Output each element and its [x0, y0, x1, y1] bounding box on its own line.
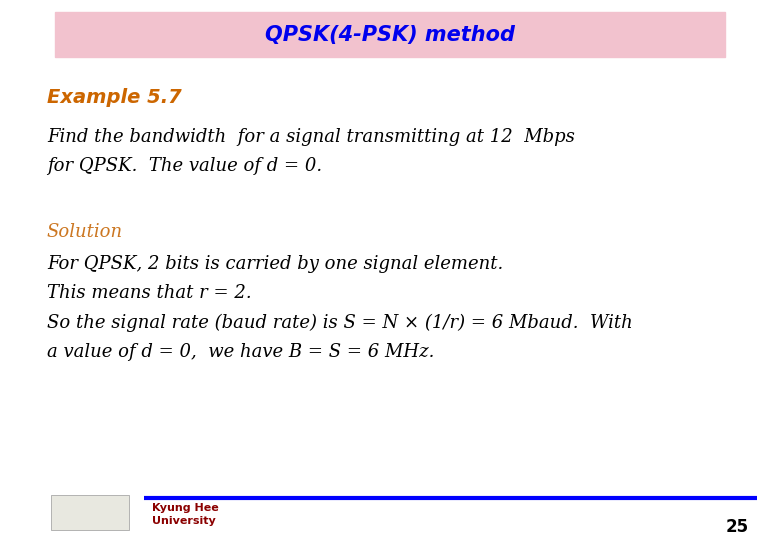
Text: University: University — [152, 516, 216, 526]
Text: For QPSK, 2 bits is carried by one signal element.
This means that r = 2.
So the: For QPSK, 2 bits is carried by one signa… — [47, 255, 633, 361]
Text: Solution: Solution — [47, 223, 123, 241]
FancyBboxPatch shape — [55, 12, 725, 57]
Text: QPSK(4-PSK) method: QPSK(4-PSK) method — [265, 24, 515, 45]
Text: Kyung Hee: Kyung Hee — [152, 503, 219, 512]
FancyBboxPatch shape — [51, 495, 129, 530]
Text: Example 5.7: Example 5.7 — [47, 87, 182, 107]
Text: Find the bandwidth  for a signal transmitting at 12  Mbps
for QPSK.  The value o: Find the bandwidth for a signal transmit… — [47, 127, 575, 175]
Text: 25: 25 — [725, 517, 749, 536]
